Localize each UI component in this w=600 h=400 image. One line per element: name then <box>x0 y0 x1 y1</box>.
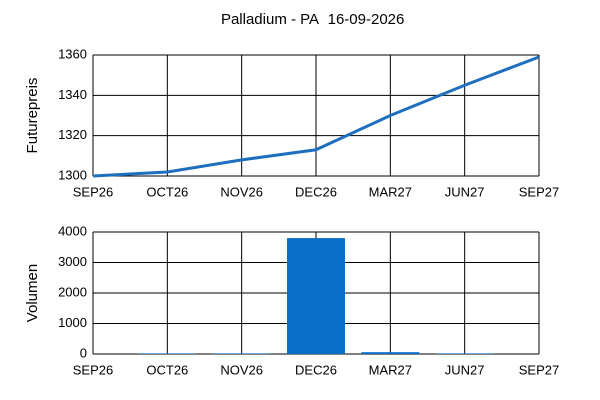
bar <box>212 353 271 354</box>
y-axis-label: Volumen <box>24 264 41 322</box>
x-tick-label: SEP26 <box>73 184 113 199</box>
x-tick-label: MAR27 <box>369 362 412 377</box>
bar <box>287 238 345 354</box>
y-tick-label: 1300 <box>58 167 87 182</box>
x-tick-label: OCT26 <box>146 362 188 377</box>
x-tick-label: JUN27 <box>445 362 485 377</box>
x-tick-label: NOV26 <box>220 362 263 377</box>
y-tick-label: 0 <box>80 345 87 360</box>
y-tick-label: 1340 <box>58 87 87 102</box>
bar <box>435 353 494 354</box>
x-tick-label: NOV26 <box>220 184 263 199</box>
x-tick-label: SEP26 <box>73 362 113 377</box>
y-tick-label: 4000 <box>58 223 87 238</box>
y-tick-label: 1000 <box>58 315 87 330</box>
chart-title: Palladium - PA <box>221 11 319 28</box>
y-tick-label: 2000 <box>58 284 87 299</box>
x-tick-label: OCT26 <box>146 184 188 199</box>
bar <box>138 353 197 354</box>
y-axis-label: Futurepreis <box>24 78 41 154</box>
x-tick-label: DEC26 <box>295 184 337 199</box>
line-series <box>92 55 540 178</box>
x-tick-label: DEC26 <box>295 362 337 377</box>
chart-subtitle: 16-09-2026 <box>328 11 405 28</box>
x-tick-label: JUN27 <box>445 184 485 199</box>
y-tick-label: 3000 <box>58 254 87 269</box>
x-tick-label: SEP27 <box>519 184 559 199</box>
x-tick-label: MAR27 <box>369 184 412 199</box>
y-tick-label: 1320 <box>58 127 87 142</box>
x-tick-label: SEP27 <box>519 362 559 377</box>
bar <box>361 352 420 354</box>
y-tick-label: 1360 <box>58 46 87 61</box>
